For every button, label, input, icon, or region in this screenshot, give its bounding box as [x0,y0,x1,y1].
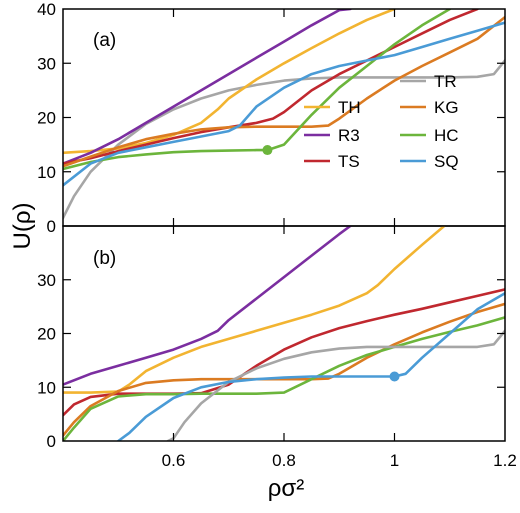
legend-label-ts: TS [338,152,360,171]
y-tick-label: 30 [37,271,56,290]
y-tick-label: 10 [37,378,56,397]
series-line-th [63,226,446,394]
series-line-r3 [63,226,352,386]
panel-a-y-ticks: 0 10 20 30 40 [37,0,505,236]
legend-label-sq: SQ [434,152,459,171]
x-tick-label: 0.6 [162,451,186,470]
panel-a-label: (a) [93,30,116,51]
series-line-ts [63,9,479,165]
y-tick-label: 40 [37,0,56,19]
series-line-hc [63,9,452,171]
series-line-sq [63,21,505,187]
panel-a-x-ticks [172,9,396,226]
legend-label-hc: HC [434,126,459,145]
x-tick-label: 0.8 [272,451,296,470]
panel-b-markers [389,371,400,382]
panel-a: 0 10 20 30 40 (a) TR TH KG R3 HC TS SQ [37,0,506,236]
x-tick-label: 1.2 [493,451,517,470]
marker-point-sq [389,371,400,382]
panel-a-markers [262,145,273,156]
marker-point-hc [262,145,273,156]
series-line-th [63,9,396,155]
panel-b-y-ticks: 0 10 20 30 [37,271,505,451]
series-line-sq [117,291,505,441]
legend-label-kg: KG [434,98,459,117]
x-tick-label: 1 [390,451,399,470]
panel-b-series-lines [63,226,505,441]
legend: TR TH KG R3 HC TS SQ [304,72,459,171]
y-tick-label: 20 [37,325,56,344]
panel-b: 0 10 20 30 0.6 0.8 1 1.2 (b) [37,225,517,470]
series-line-kg [63,302,505,437]
y-tick-label: 0 [47,432,56,451]
panel-b-label: (b) [93,248,116,269]
series-line-kg [63,15,505,168]
series-line-tr [166,329,505,441]
panel-b-x-ticks: 0.6 0.8 1 1.2 [162,226,517,470]
series-line-tr [63,59,505,220]
y-tick-label: 10 [37,163,56,182]
legend-label-th: TH [338,98,361,117]
y-axis-title: U(ρ) [9,203,36,250]
legend-label-tr: TR [434,72,457,91]
series-line-hc [63,316,505,441]
x-axis-title: ρσ² [268,475,304,502]
panel-a-series-lines [63,9,505,220]
y-tick-label: 30 [37,54,56,73]
y-tick-label: 0 [47,217,56,236]
legend-label-r3: R3 [338,126,360,145]
y-tick-label: 20 [37,109,56,128]
series-line-r3 [63,9,352,165]
